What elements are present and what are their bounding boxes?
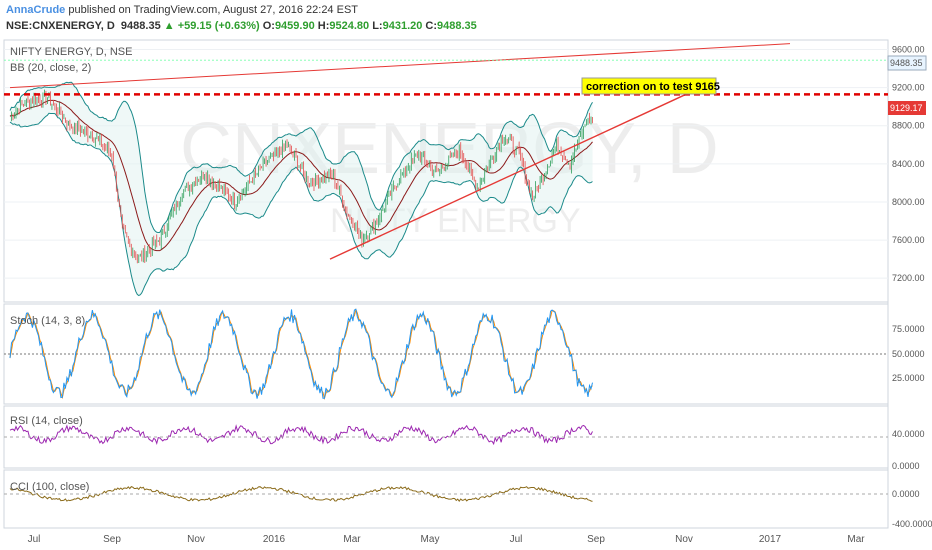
time-axis: Jul Sep Nov 2016 Mar May Jul Sep Nov 2017 Mar: [28, 534, 866, 545]
main-title: NIFTY ENERGY, D, NSE: [10, 46, 132, 58]
indicator-axes: 75.0000 50.0000 25.0000 40.0000 0.0000 0.0000…: [892, 324, 932, 529]
time-tick-label: 2016: [263, 534, 286, 545]
time-tick-label: Jul: [28, 534, 41, 545]
cci-pane[interactable]: [3, 469, 889, 529]
price-tick-label: 7600.00: [892, 235, 925, 245]
level-tag: [888, 101, 926, 115]
annotation-text: correction on to test 9165: [586, 81, 720, 93]
time-tick-label: Mar: [847, 534, 865, 545]
bb-upper: [9, 81, 593, 233]
cci-tick-label: 0.0000: [892, 489, 920, 499]
rsi-tick-label: 0.0000: [892, 461, 920, 471]
high-value: 9524.80: [329, 20, 370, 32]
stoch-tick-label: 25.0000: [892, 373, 925, 383]
open-label: O:: [262, 20, 275, 32]
price-tick-label: 8800.00: [892, 121, 925, 131]
high-label: H:: [317, 20, 330, 32]
publish-line: AnnaCrude published on TradingView.com, …: [6, 4, 358, 16]
price-tick-label: 7200.00: [892, 273, 925, 283]
symbol-name: NSE:CNXENERGY, D: [6, 20, 115, 32]
stoch-label: Stoch (14, 3, 8): [10, 315, 85, 327]
price-tick-label: 8000.00: [892, 197, 925, 207]
time-tick-label: Nov: [187, 534, 205, 545]
bb-lower: [9, 112, 593, 297]
last-price-tag-text: 9488.35: [890, 58, 923, 68]
low-label: L:: [372, 20, 383, 32]
time-tick-label: Sep: [587, 534, 605, 545]
candles: [11, 89, 593, 264]
time-tick-label: Nov: [675, 534, 693, 545]
cci-label: CCI (100, close): [10, 481, 89, 493]
bb-label: BB (20, close, 2): [10, 62, 91, 74]
support-trendline: [329, 93, 687, 260]
open-value: 9459.90: [274, 20, 315, 32]
price-tick-label: 9600.00: [892, 45, 925, 55]
level-tag-text: 9129.17: [890, 103, 923, 113]
last-price-tag: [887, 55, 927, 71]
stoch-tick-label: 75.0000: [892, 324, 925, 334]
cci-tick-label: -400.0000: [892, 519, 932, 529]
cci-series-line: [9, 486, 593, 502]
price-tick-label: 9200.00: [892, 83, 925, 93]
close-label: C:: [425, 20, 438, 32]
price-axis: 9600.00 9200.00 8800.00 8400.00 8000.00 7600.…: [892, 45, 925, 284]
author-link[interactable]: AnnaCrude: [6, 4, 66, 16]
bb-basis: [9, 99, 593, 252]
trendlines[interactable]: [4, 43, 888, 260]
close-value: 9488.35: [437, 20, 477, 32]
rsi-line: [4, 424, 888, 446]
time-tick-label: 2017: [759, 534, 782, 545]
symbol-line: NSE:CNXENERGY, D 9488.35 ▲ +59.15 (+0.63…: [6, 20, 477, 32]
rsi-label: RSI (14, close): [10, 415, 83, 427]
time-tick-label: May: [421, 534, 440, 545]
last-price: 9488.35: [120, 20, 161, 32]
stoch-tick-label: 50.0000: [892, 349, 925, 359]
price-grid: [4, 49, 888, 279]
rsi-tick-label: 40.0000: [892, 429, 925, 439]
time-tick-label: Jul: [510, 534, 523, 545]
chart-area[interactable]: CNXENERGY, D NIFTY ENERGY NIFTY ENERGY, …: [0, 38, 932, 550]
time-tick-label: Mar: [343, 534, 361, 545]
price-change: ▲ +59.15 (+0.63%): [163, 20, 260, 32]
cci-line: [4, 486, 888, 502]
stoch-k-line: [9, 308, 593, 399]
annotation-box[interactable]: [581, 77, 717, 95]
publish-info: published on TradingView.com, August 27,…: [65, 4, 359, 16]
chart-header: AnnaCrude published on TradingView.com, …: [0, 0, 932, 38]
low-value: 9431.20: [382, 20, 423, 32]
stoch-lines: [4, 308, 888, 401]
price-tick-label: 8400.00: [892, 159, 925, 169]
time-tick-label: Sep: [103, 534, 121, 545]
rsi-series-line: [9, 424, 593, 446]
channel-top-line: [9, 43, 791, 89]
